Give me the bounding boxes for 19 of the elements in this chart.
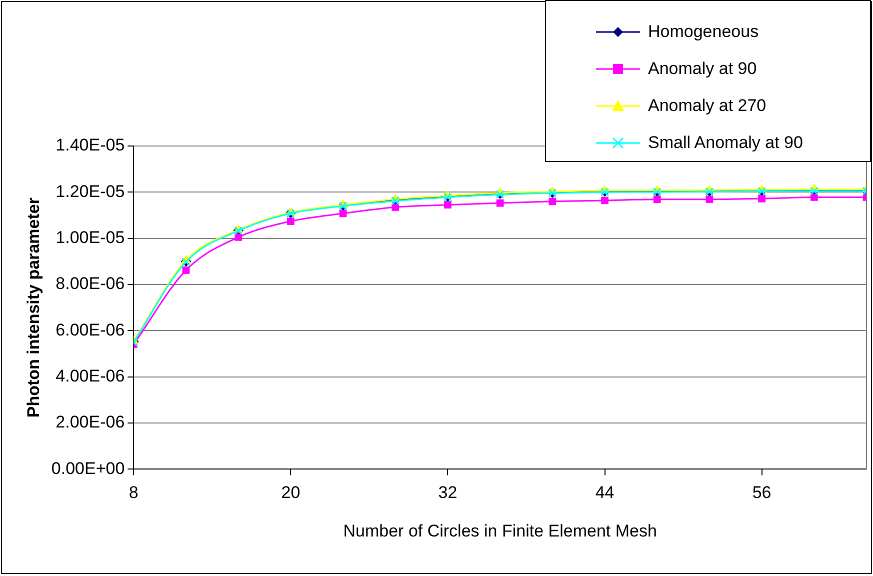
x-tick-label: 44 <box>595 483 614 502</box>
x-axis-title: Number of Circles in Finite Element Mesh <box>343 521 657 540</box>
legend-label: Homogeneous <box>648 22 759 42</box>
x-tick-label: 56 <box>752 483 772 502</box>
x-tick-label: 32 <box>438 483 458 502</box>
y-tick-label: 6.00E-06 <box>56 320 125 340</box>
legend-label: Anomaly at 270 <box>648 96 766 116</box>
y-tick-label: 2.00E-06 <box>56 412 125 432</box>
y-tick-label: 1.20E-05 <box>56 182 125 201</box>
y-tick-label: 0.00E+00 <box>51 458 125 478</box>
y-tick-label: 1.40E-05 <box>56 136 125 155</box>
y-axis-title: Photon intensity parameter <box>24 197 43 418</box>
y-tick-label: 8.00E-06 <box>56 274 125 294</box>
legend-label: Small Anomaly at 90 <box>648 132 803 152</box>
x-tick-label: 8 <box>128 483 138 502</box>
legend-label: Anomaly at 90 <box>648 58 757 78</box>
x-tick-label: 20 <box>281 483 300 502</box>
y-tick-label: 1.00E-05 <box>56 228 125 248</box>
y-tick-label: 4.00E-06 <box>56 366 125 386</box>
